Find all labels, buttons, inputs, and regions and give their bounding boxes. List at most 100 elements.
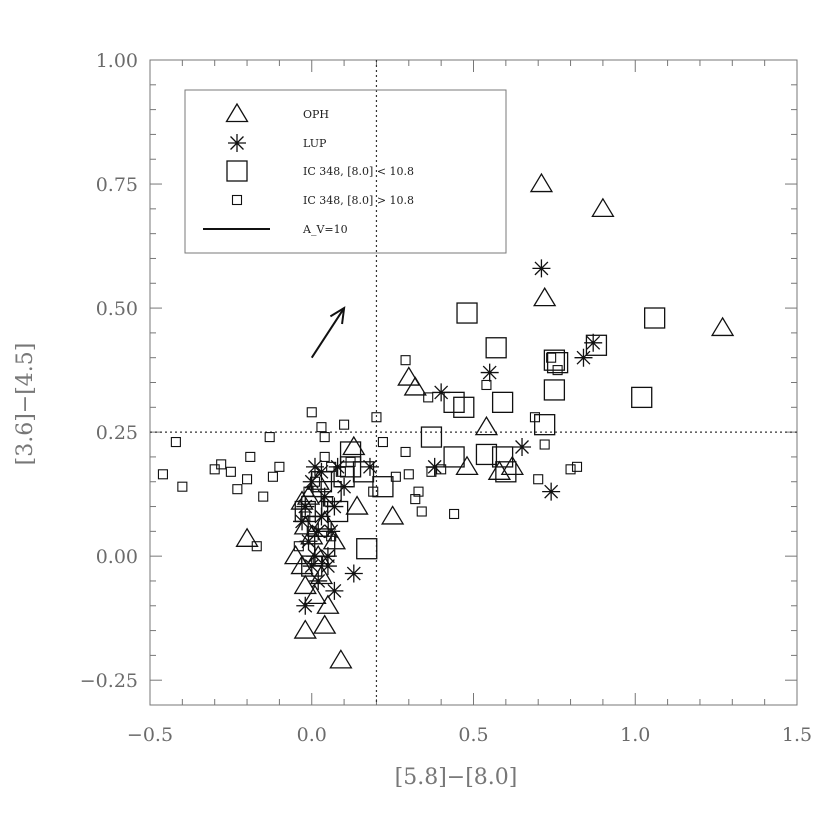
- data-point-square-small: [345, 456, 356, 467]
- data-point-asterisk: [344, 564, 363, 583]
- data-point-square-small: [309, 476, 321, 487]
- legend-box: [184, 89, 507, 254]
- data-point-square-small: [306, 407, 317, 418]
- x-tick-label: 1.5: [782, 724, 812, 746]
- data-point-square-small: [300, 511, 311, 522]
- data-point-asterisk: [513, 438, 532, 456]
- data-point-triangle: [283, 544, 308, 565]
- data-point-square-large: [314, 535, 336, 557]
- data-point-square-small: [410, 494, 421, 505]
- data-point-triangle: [591, 197, 615, 217]
- data-point-square-small: [400, 355, 411, 366]
- data-point-square-large: [644, 307, 666, 329]
- data-point-triangle: [710, 316, 735, 337]
- data-point-triangle: [533, 286, 557, 307]
- data-point-square-small: [552, 365, 563, 376]
- data-point-square-small: [423, 392, 434, 403]
- data-point-square-small: [390, 471, 401, 482]
- y-tick-label: 0.75: [96, 174, 138, 196]
- data-point-square-small: [416, 506, 427, 517]
- x-tick-label: −0.5: [127, 724, 173, 746]
- legend-marker-square-small: [231, 194, 243, 206]
- y-axis-label: [3.6]−[4.5]: [13, 343, 38, 466]
- x-tick-label: 1.0: [620, 724, 650, 746]
- data-point-triangle: [342, 435, 366, 456]
- data-point-asterisk: [296, 596, 315, 615]
- data-point-square-small: [436, 464, 447, 475]
- y-tick-label: 0.50: [96, 298, 138, 320]
- data-point-square-small: [313, 556, 324, 567]
- data-point-square-small: [481, 379, 492, 391]
- data-point-triangle: [529, 172, 554, 193]
- data-point-asterisk: [532, 259, 551, 278]
- data-point-square-small: [264, 432, 275, 443]
- y-tick-label: −0.25: [80, 670, 138, 692]
- y-tick-label: 0.00: [96, 546, 138, 568]
- data-point-square-large: [585, 334, 608, 356]
- data-point-square-small: [251, 541, 262, 552]
- data-point-square-small: [316, 422, 327, 433]
- data-point-square-small: [177, 481, 188, 492]
- data-point-triangle: [500, 455, 524, 475]
- legend-label: LUP: [303, 137, 327, 150]
- data-point-asterisk: [432, 383, 451, 402]
- data-point-square-small: [225, 466, 236, 477]
- data-point-square-large: [453, 396, 475, 418]
- data-point-square-large: [543, 379, 566, 401]
- data-point-asterisk: [325, 497, 344, 516]
- data-point-square-large: [339, 441, 362, 463]
- data-point-asterisk: [302, 557, 321, 576]
- data-point-square-large: [326, 500, 349, 523]
- data-point-square-small: [326, 531, 337, 542]
- data-point-triangle: [397, 366, 421, 386]
- data-point-square-small: [413, 486, 424, 497]
- data-point-asterisk: [309, 522, 328, 541]
- legend-label: IC 348, [8.0] < 10.8: [303, 165, 414, 178]
- data-point-square-small: [403, 469, 414, 480]
- data-point-square-large: [485, 337, 507, 359]
- data-point-square-small: [533, 474, 544, 485]
- data-point-asterisk: [309, 571, 328, 590]
- data-point-square-large: [475, 443, 498, 466]
- data-point-square-large: [443, 446, 465, 468]
- data-point-triangle: [474, 415, 499, 436]
- data-point-triangle: [403, 376, 427, 396]
- data-point-square-small: [232, 484, 243, 495]
- data-point-square-small: [539, 439, 550, 450]
- data-point-asterisk: [574, 348, 593, 367]
- data-point-square-small: [303, 486, 314, 497]
- data-point-square-small: [306, 526, 317, 537]
- data-point-square-small: [371, 412, 382, 423]
- data-point-asterisk: [325, 581, 344, 600]
- data-point-square-large: [534, 414, 556, 436]
- data-point-square-small: [274, 461, 285, 472]
- data-point-triangle: [380, 505, 405, 525]
- data-point-asterisk: [318, 557, 337, 576]
- data-point-square-large: [310, 471, 333, 493]
- data-point-square-small: [326, 461, 337, 472]
- data-point-square-small: [339, 419, 350, 430]
- data-point-triangle: [345, 495, 369, 515]
- data-point-asterisk: [360, 457, 379, 476]
- data-point-square-large: [456, 302, 478, 324]
- data-point-square-small: [258, 491, 269, 502]
- data-point-square-small: [245, 451, 256, 462]
- data-point-square-small: [546, 352, 557, 363]
- data-point-triangle: [303, 584, 327, 604]
- data-point-square-small: [319, 432, 330, 443]
- x-axis-label: [5.8]−[8.0]: [395, 765, 518, 790]
- legend-marker-triangle: [225, 102, 249, 123]
- data-point-square-large: [356, 538, 378, 560]
- data-point-triangle: [329, 649, 353, 669]
- legend-marker-square-large: [226, 160, 248, 182]
- data-point-asterisk: [480, 363, 499, 382]
- data-point-asterisk: [542, 482, 561, 501]
- data-point-square-large: [543, 349, 566, 371]
- y-tick-label: 0.25: [96, 422, 138, 444]
- data-point-square-large: [420, 426, 443, 448]
- reddening-vector: [310, 307, 345, 359]
- data-point-square-small: [368, 486, 379, 497]
- data-point-square-small: [400, 446, 411, 458]
